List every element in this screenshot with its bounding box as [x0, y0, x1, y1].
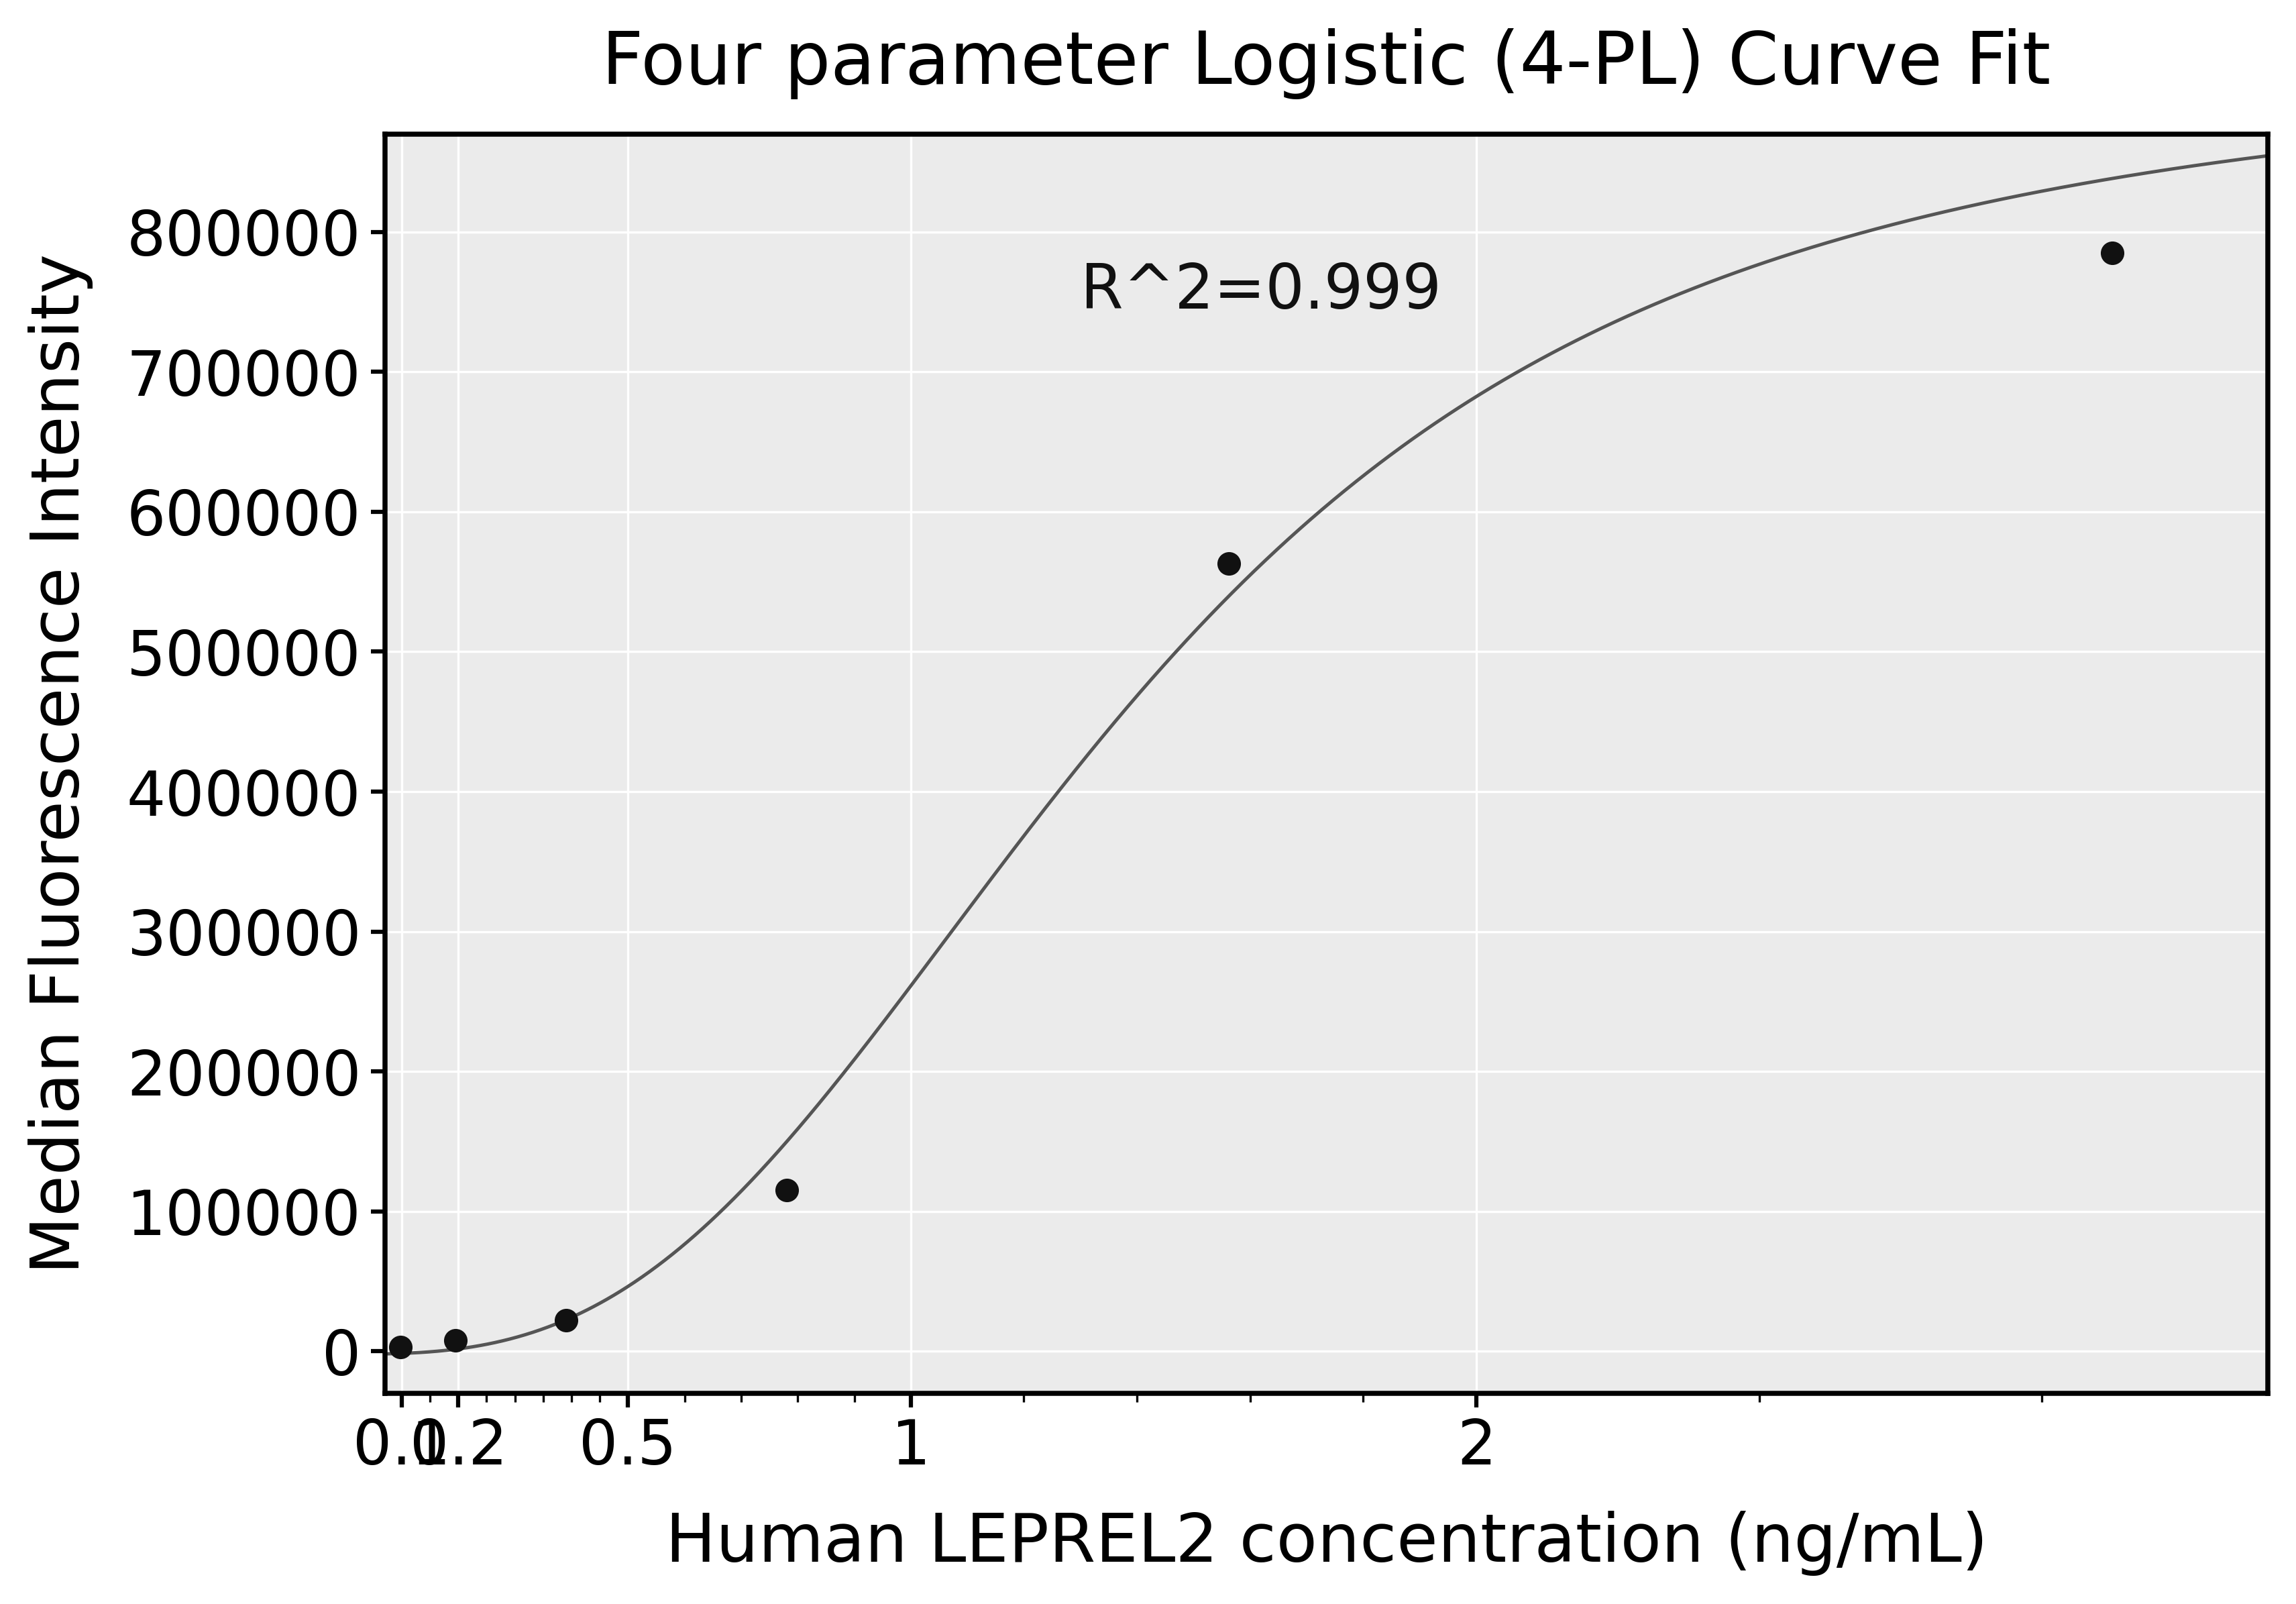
Text: R^2=0.999: R^2=0.999	[1081, 261, 1442, 322]
Point	[436, 1327, 473, 1352]
Point	[383, 1335, 420, 1360]
Point	[2094, 241, 2131, 266]
Title: Four parameter Logistic (4-PL) Curve Fit: Four parameter Logistic (4-PL) Curve Fit	[602, 27, 2050, 99]
Point	[549, 1307, 585, 1333]
Point	[769, 1177, 806, 1203]
Point	[1210, 550, 1247, 576]
X-axis label: Human LEPREL2 concentration (ng/mL): Human LEPREL2 concentration (ng/mL)	[666, 1511, 1988, 1577]
Y-axis label: Median Fluorescence Intensity: Median Fluorescence Intensity	[28, 253, 94, 1274]
